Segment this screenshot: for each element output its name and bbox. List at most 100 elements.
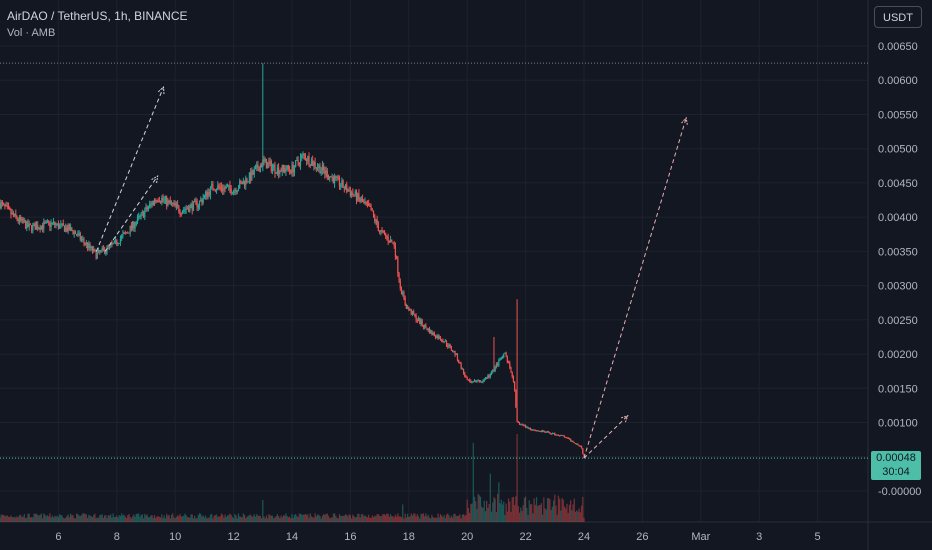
volume-bar	[34, 513, 36, 522]
candle-body	[212, 184, 214, 189]
volume-bar	[572, 504, 574, 522]
candle-body	[151, 203, 153, 205]
candle-body	[320, 170, 322, 174]
volume-legend[interactable]: Vol · AMB	[7, 27, 56, 39]
candle-body	[44, 222, 46, 224]
volume-bar	[106, 518, 108, 522]
volume-bar	[507, 498, 510, 522]
volume-bar	[136, 513, 139, 522]
candle-body	[326, 170, 328, 179]
candle-body	[240, 181, 242, 183]
candle-body	[84, 242, 86, 245]
candle-body	[448, 344, 450, 347]
volume-bar	[290, 518, 292, 522]
candle-body	[453, 351, 455, 353]
candle-body	[363, 201, 365, 203]
candle-body	[250, 172, 252, 181]
volume-bar	[51, 515, 53, 522]
candle-body	[532, 429, 534, 431]
candle-body	[400, 288, 403, 294]
volume-bar	[579, 512, 581, 522]
volume-bar	[217, 517, 219, 522]
candle-body	[529, 428, 532, 430]
volume-bar	[200, 513, 202, 522]
volume-bar	[39, 514, 41, 522]
candle-body	[185, 208, 187, 210]
volume-bar	[509, 501, 511, 522]
candle-body	[389, 239, 392, 243]
candle-body	[484, 378, 487, 380]
volume-bar	[50, 517, 52, 522]
volume-bar	[26, 517, 28, 522]
candle-body	[134, 225, 136, 229]
candle-body	[514, 381, 516, 391]
candle-body	[368, 203, 370, 206]
candle-body	[409, 309, 411, 311]
candle-body	[527, 426, 529, 429]
candle-body	[416, 320, 418, 322]
volume-bar	[219, 516, 221, 522]
candle-body	[172, 202, 174, 204]
candle-body	[220, 187, 223, 190]
candle-body	[195, 200, 197, 202]
candle-body	[548, 431, 550, 433]
volume-bar	[220, 513, 223, 522]
volume-bar	[325, 513, 327, 522]
candle-body	[510, 367, 512, 373]
volume-bar	[101, 514, 103, 522]
candle-body	[505, 352, 507, 357]
volume-bar	[406, 513, 409, 522]
candle-body	[62, 223, 64, 226]
candle-body	[570, 439, 572, 442]
volume-bar	[76, 513, 78, 522]
candle-body	[200, 199, 202, 202]
volume-bar	[574, 511, 577, 522]
candle-body	[472, 381, 474, 383]
candle-body	[145, 207, 147, 212]
volume-bar	[155, 517, 157, 522]
y-tick-label: 0.00250	[878, 315, 918, 327]
candle-body	[214, 190, 216, 192]
candle-body	[325, 170, 327, 174]
volume-bar	[259, 515, 261, 522]
candle-body	[23, 221, 25, 223]
volume-bar	[382, 513, 384, 522]
volume-bar	[203, 517, 205, 522]
volume-bar	[177, 515, 179, 522]
candle-body	[433, 332, 435, 337]
candle-body	[509, 362, 511, 368]
volume-bar	[539, 504, 541, 522]
candle-body	[40, 225, 42, 230]
volume-bar	[196, 518, 198, 522]
candle-body	[533, 429, 535, 431]
volume-bar	[230, 514, 232, 522]
candle-body	[251, 170, 253, 181]
candle-body	[576, 443, 578, 445]
candle-body	[567, 437, 569, 439]
symbol-title[interactable]: AirDAO / TetherUS, 1h, BINANCE	[7, 9, 188, 23]
volume-bar	[23, 514, 25, 522]
volume-bar	[482, 507, 484, 522]
candle-body	[310, 160, 313, 166]
candle-body	[122, 233, 124, 236]
candle-body	[525, 425, 527, 428]
candle-body	[443, 341, 445, 343]
volume-bar	[369, 517, 371, 522]
volume-bar	[483, 500, 485, 522]
candle-body	[517, 421, 519, 423]
currency-button[interactable]: USDT	[874, 6, 922, 28]
volume-bar	[265, 515, 268, 522]
volume-bar	[226, 515, 229, 522]
candle-body	[487, 375, 489, 379]
volume-bar	[152, 517, 154, 522]
candle-body	[348, 190, 350, 192]
volume-bar	[241, 517, 243, 522]
candle-body	[41, 225, 44, 229]
volume-bar	[313, 517, 315, 522]
volume-bar	[18, 515, 21, 522]
candle-body	[354, 191, 356, 195]
candle-body	[31, 225, 33, 231]
volume-bar	[506, 511, 508, 522]
candle-body	[82, 238, 84, 240]
